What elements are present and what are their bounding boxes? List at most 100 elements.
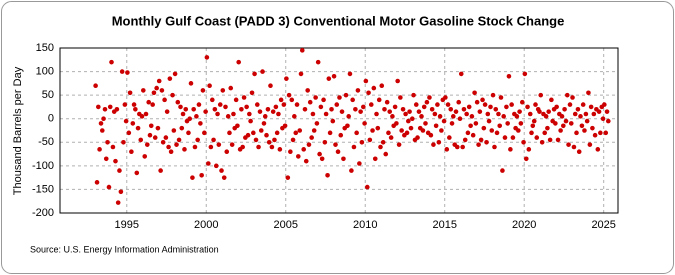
data-point bbox=[505, 121, 510, 126]
data-point bbox=[508, 147, 513, 152]
data-point bbox=[354, 130, 359, 136]
data-point bbox=[130, 121, 136, 126]
data-point bbox=[101, 116, 106, 122]
data-point bbox=[273, 104, 279, 110]
data-point bbox=[398, 95, 403, 100]
data-point bbox=[433, 123, 439, 129]
data-point bbox=[378, 144, 383, 150]
data-point bbox=[525, 104, 530, 110]
data-point bbox=[351, 144, 357, 150]
data-point bbox=[213, 163, 219, 169]
data-point bbox=[321, 97, 326, 103]
data-point bbox=[117, 168, 122, 173]
data-point bbox=[289, 97, 295, 103]
data-point bbox=[509, 102, 514, 107]
data-point bbox=[421, 104, 427, 110]
data-point bbox=[600, 116, 606, 122]
data-point bbox=[196, 102, 202, 107]
data-point bbox=[343, 92, 349, 98]
data-point bbox=[229, 142, 235, 147]
x-tick-label: 2000 bbox=[194, 219, 218, 231]
data-point bbox=[154, 85, 159, 91]
data-point bbox=[415, 135, 420, 140]
data-point bbox=[403, 111, 408, 117]
data-point bbox=[155, 125, 161, 131]
data-point bbox=[151, 90, 157, 96]
data-point bbox=[244, 104, 249, 110]
data-point bbox=[240, 144, 245, 150]
data-point bbox=[106, 184, 112, 190]
data-point bbox=[464, 111, 469, 117]
data-point bbox=[146, 99, 152, 105]
data-point bbox=[502, 135, 508, 140]
data-point bbox=[392, 104, 398, 110]
data-point bbox=[363, 78, 369, 84]
data-point bbox=[98, 121, 104, 126]
data-point bbox=[504, 104, 509, 110]
data-point bbox=[203, 109, 208, 114]
data-point bbox=[346, 114, 351, 119]
data-point bbox=[542, 130, 548, 136]
data-point bbox=[335, 149, 341, 155]
data-point bbox=[260, 69, 265, 74]
data-point bbox=[564, 92, 570, 98]
data-point bbox=[514, 114, 520, 119]
data-point bbox=[580, 102, 586, 107]
plot-area: -200 -150 -100 -50 0 50 100 150 1995 2000 2005 2010… bbox=[32, 42, 619, 231]
data-point bbox=[133, 106, 138, 112]
data-point bbox=[568, 121, 574, 126]
data-point bbox=[209, 97, 215, 103]
data-point bbox=[567, 102, 573, 107]
data-point bbox=[545, 125, 550, 131]
data-point bbox=[570, 95, 575, 100]
data-point bbox=[606, 118, 611, 124]
data-point bbox=[428, 132, 434, 138]
data-point bbox=[110, 144, 116, 150]
data-point bbox=[278, 97, 284, 103]
data-point bbox=[144, 142, 150, 147]
data-point bbox=[248, 118, 253, 124]
data-point bbox=[325, 172, 330, 178]
data-point bbox=[160, 139, 166, 145]
y-tick-label: -200 bbox=[32, 207, 54, 219]
data-point bbox=[251, 130, 256, 136]
data-point bbox=[526, 147, 532, 152]
data-point bbox=[549, 97, 554, 103]
data-point bbox=[604, 109, 610, 114]
data-point bbox=[558, 128, 563, 133]
data-point bbox=[357, 161, 362, 166]
data-point bbox=[461, 106, 467, 112]
data-point bbox=[192, 144, 198, 150]
data-point bbox=[522, 71, 528, 77]
data-point bbox=[231, 111, 236, 117]
data-point bbox=[292, 114, 297, 119]
data-point bbox=[121, 139, 126, 145]
data-point bbox=[135, 125, 141, 131]
data-point bbox=[220, 88, 226, 93]
data-point bbox=[247, 111, 252, 117]
data-point bbox=[305, 88, 310, 93]
data-point bbox=[562, 106, 567, 112]
chart-title: Monthly Gulf Coast (PADD 3) Conventional… bbox=[112, 13, 565, 28]
data-point bbox=[416, 109, 422, 114]
data-point bbox=[293, 130, 299, 136]
data-point bbox=[254, 102, 260, 107]
data-point bbox=[258, 128, 264, 133]
data-point bbox=[547, 137, 553, 143]
data-point bbox=[113, 158, 118, 164]
data-point bbox=[245, 132, 251, 138]
data-point bbox=[264, 132, 269, 138]
data-point bbox=[465, 130, 471, 136]
data-point bbox=[96, 104, 101, 110]
data-point bbox=[199, 172, 204, 178]
data-point bbox=[359, 139, 365, 145]
data-point bbox=[315, 59, 321, 65]
data-point bbox=[99, 128, 105, 133]
data-point bbox=[537, 109, 542, 114]
y-axis-label: Thousand Barrels per Day bbox=[12, 66, 24, 195]
data-point bbox=[521, 139, 526, 145]
x-tick-label: 2005 bbox=[274, 219, 298, 231]
data-point bbox=[147, 132, 153, 138]
data-point bbox=[534, 135, 540, 140]
